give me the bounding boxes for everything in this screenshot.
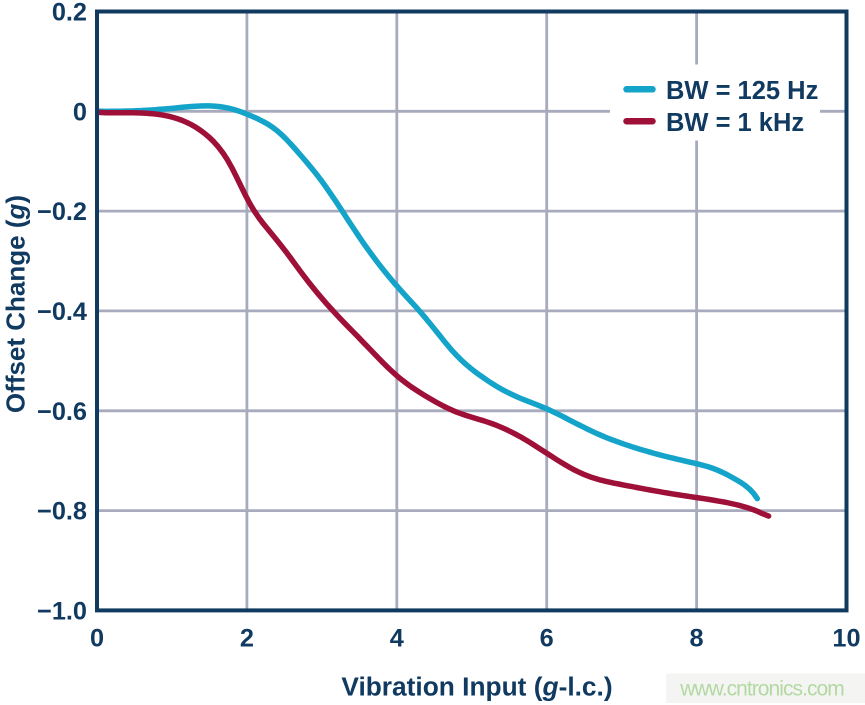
- svg-text:−0.8: −0.8: [37, 498, 87, 526]
- svg-text:10: 10: [832, 624, 860, 652]
- svg-text:0.2: 0.2: [52, 0, 87, 27]
- svg-text:−1.0: −1.0: [37, 598, 87, 626]
- svg-text:−0.4: −0.4: [37, 298, 87, 326]
- svg-text:BW = 125 Hz: BW = 125 Hz: [666, 77, 818, 105]
- svg-text:www.cntronics.com: www.cntronics.com: [679, 678, 844, 701]
- svg-text:6: 6: [540, 624, 554, 652]
- svg-text:Vibration Input (g-l.c.): Vibration Input (g-l.c.): [341, 672, 612, 702]
- svg-text:0: 0: [73, 98, 87, 126]
- svg-text:8: 8: [690, 624, 704, 652]
- svg-text:4: 4: [390, 624, 404, 652]
- svg-text:Offset Change (g): Offset Change (g): [1, 195, 31, 413]
- svg-text:2: 2: [240, 624, 254, 652]
- svg-text:BW = 1 kHz: BW = 1 kHz: [666, 109, 804, 137]
- svg-text:−0.6: −0.6: [37, 398, 87, 426]
- svg-text:−0.2: −0.2: [37, 198, 87, 226]
- svg-text:0: 0: [90, 624, 104, 652]
